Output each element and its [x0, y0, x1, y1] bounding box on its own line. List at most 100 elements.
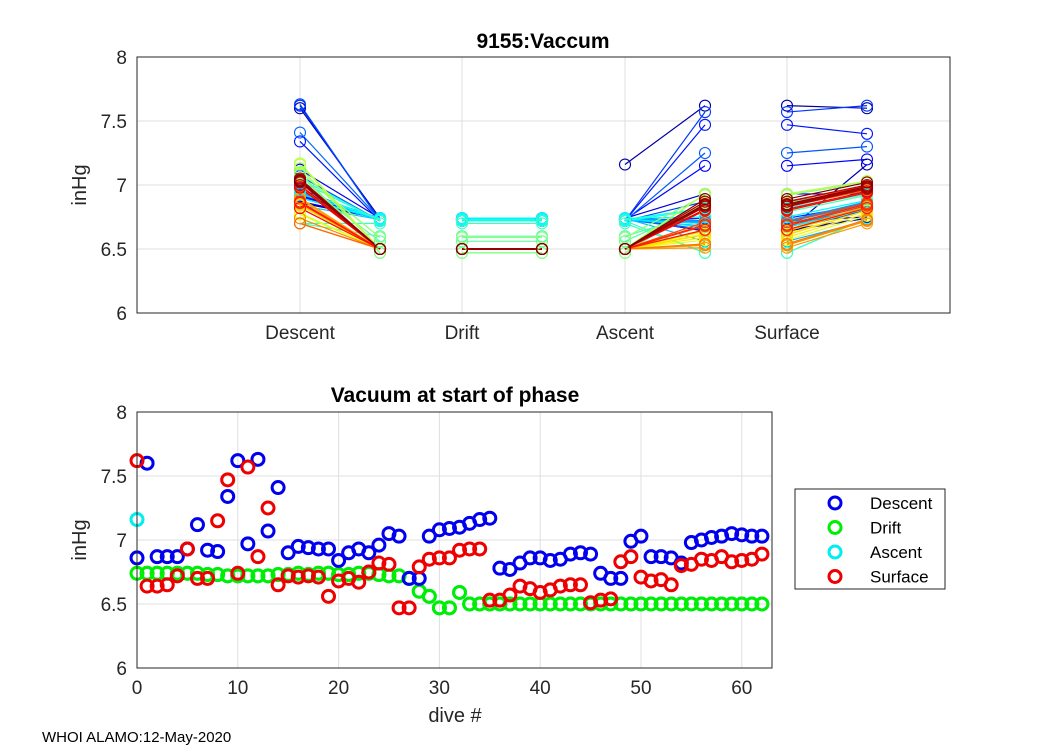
- scatter-point-surface: [472, 541, 488, 557]
- scatter-point-surface: [441, 550, 457, 566]
- phase-end-marker: [535, 214, 549, 227]
- scatter-point-drift: [693, 596, 709, 612]
- scatter-point-descent: [724, 526, 740, 542]
- scatter-point-descent: [704, 529, 720, 545]
- scatter-point-descent: [300, 540, 316, 556]
- scatter-point-surface: [411, 559, 427, 575]
- phase-end-marker: [860, 176, 874, 189]
- phase-line-surface: [786, 186, 868, 207]
- phase-chart-ytick-label: 6: [116, 304, 127, 325]
- phase-line-ascent: [624, 203, 706, 250]
- phase-line-surface: [786, 184, 868, 203]
- phase-line-ascent: [624, 198, 706, 250]
- scatter-chart-xtick-label: 40: [530, 678, 551, 699]
- phase-start-marker: [780, 246, 794, 259]
- scatter-point-drift: [714, 596, 730, 612]
- phase-line-surface: [786, 185, 868, 205]
- scatter-point-descent: [502, 561, 518, 577]
- scatter-chart-ytick-label: 7.5: [101, 467, 127, 488]
- phase-line-descent: [299, 162, 381, 250]
- phase-start-marker: [293, 212, 307, 225]
- scatter-point-surface: [139, 578, 155, 594]
- scatter-point-surface: [663, 577, 679, 593]
- phase-end-marker: [698, 237, 712, 250]
- scatter-point-surface: [562, 577, 578, 593]
- phase-chart-ytick-label: 8: [116, 48, 127, 69]
- scatter-point-surface: [431, 550, 447, 566]
- phase-line-surface: [786, 201, 868, 222]
- scatter-point-descent: [361, 545, 377, 561]
- phase-chart: 6 6.5 7 7.5 8 Descent Drift Ascent Surface 9155…: [69, 30, 951, 344]
- legend-label-surface: Surface: [870, 568, 929, 587]
- phase-line-descent: [299, 132, 381, 220]
- scatter-chart: 6 6.5 7 7.5 8 0 10 20 30 40 50 60 Vacuum at start …: [69, 384, 773, 727]
- scatter-point-descent: [401, 570, 417, 586]
- scatter-point-surface: [462, 541, 478, 557]
- scatter-point-descent: [572, 545, 588, 561]
- scatter-point-surface: [230, 565, 246, 581]
- scatter-point-descent: [643, 549, 659, 565]
- phase-line-descent: [299, 104, 381, 222]
- phase-end-marker: [860, 204, 874, 217]
- scatter-chart-frame: [136, 411, 773, 669]
- phase-chart-ylabel: inHg: [69, 164, 91, 205]
- phase-end-marker: [860, 127, 874, 140]
- phase-chart-ytick-label: 7: [116, 176, 127, 197]
- scatter-point-surface: [371, 555, 387, 571]
- scatter-point-drift: [623, 596, 639, 612]
- scatter-point-descent: [472, 512, 488, 528]
- phase-end-marker: [698, 218, 712, 231]
- phase-end-marker: [860, 207, 874, 220]
- scatter-point-descent: [421, 528, 437, 544]
- legend-label-descent: Descent: [870, 494, 933, 513]
- phase-end-marker: [698, 246, 712, 259]
- scatter-chart-xlabel: dive #: [428, 705, 482, 727]
- phase-end-marker: [535, 246, 549, 259]
- phase-line-surface: [786, 222, 868, 249]
- phase-start-marker: [618, 214, 632, 227]
- phase-end-marker: [860, 201, 874, 215]
- phase-line-surface: [786, 181, 868, 200]
- scatter-point-drift: [270, 567, 286, 583]
- phase-line-descent: [299, 207, 381, 250]
- phase-start-marker: [618, 217, 632, 230]
- phase-chart-xtick-label: Drift: [445, 323, 481, 344]
- phase-start-marker: [455, 246, 469, 259]
- phase-end-marker: [373, 214, 387, 227]
- scatter-point-surface: [300, 568, 316, 584]
- phase-start-marker: [780, 159, 794, 172]
- phase-start-marker: [293, 196, 307, 209]
- phase-line-surface: [786, 215, 868, 241]
- scatter-point-surface: [754, 546, 770, 562]
- phase-start-marker: [780, 99, 794, 112]
- scatter-point-surface: [552, 578, 568, 594]
- phase-start-marker: [455, 242, 469, 256]
- scatter-point-descent: [159, 549, 175, 565]
- phase-line-surface: [786, 158, 868, 167]
- phase-line-ascent: [624, 124, 706, 222]
- scatter-point-descent: [230, 453, 246, 469]
- phase-line-surface: [786, 203, 868, 226]
- scatter-point-drift: [562, 596, 578, 612]
- phase-line-descent: [299, 180, 381, 250]
- scatter-point-surface: [401, 600, 417, 616]
- scatter-point-drift: [633, 596, 649, 612]
- scatter-point-descent: [431, 522, 447, 538]
- scatter-point-surface: [189, 570, 205, 586]
- legend-marker-drift: [827, 520, 843, 535]
- scatter-point-surface: [159, 577, 175, 593]
- scatter-point-drift: [522, 596, 538, 612]
- scatter-chart-xtick-label: 20: [328, 678, 349, 699]
- phase-start-marker: [780, 223, 794, 236]
- phase-line-descent: [299, 171, 381, 238]
- scatter-point-descent: [391, 528, 407, 544]
- phase-start-marker: [455, 214, 469, 227]
- scatter-point-descent: [169, 549, 185, 565]
- phase-end-marker: [860, 180, 874, 193]
- scatter-chart-xtick-label: 30: [429, 678, 450, 699]
- scatter-point-surface: [179, 541, 195, 557]
- phase-end-marker: [698, 228, 712, 241]
- phase-line-descent: [299, 217, 381, 250]
- scatter-point-surface: [482, 592, 498, 608]
- scatter-point-surface: [391, 600, 407, 616]
